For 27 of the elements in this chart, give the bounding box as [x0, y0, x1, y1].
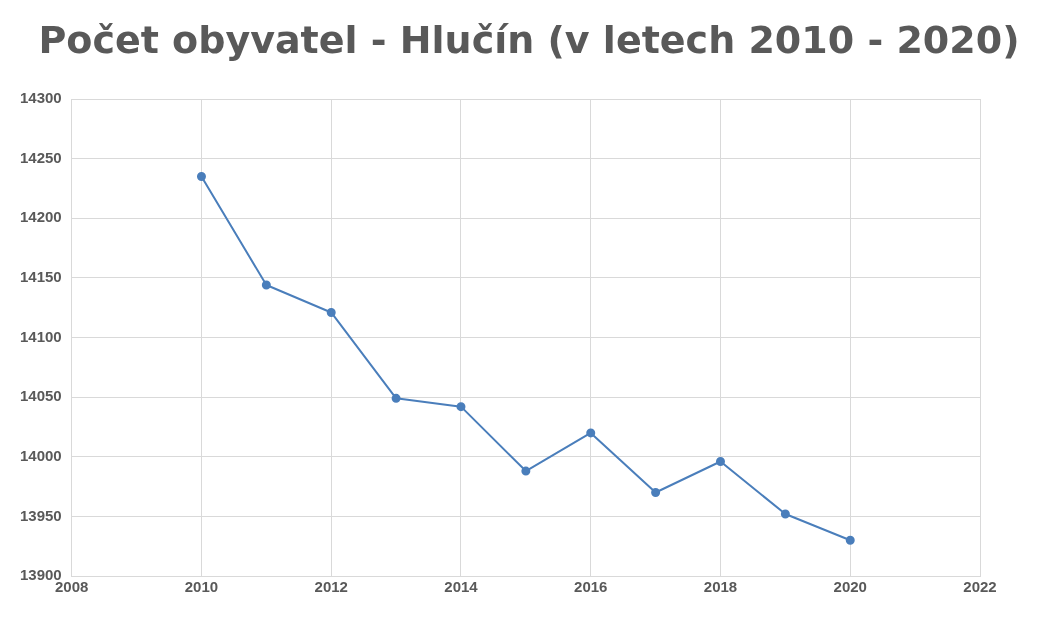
- y-tick-label: 14150: [19, 268, 62, 286]
- x-tick-label: 2014: [444, 578, 479, 596]
- y-tick-label: 14300: [19, 89, 62, 107]
- point: [391, 393, 401, 403]
- x-tick-label: 2012: [314, 578, 348, 596]
- point: [586, 428, 596, 438]
- point: [651, 488, 661, 498]
- point: [456, 402, 466, 412]
- y-tick-label: 13950: [19, 506, 62, 524]
- y-tick-label: 14000: [19, 446, 62, 464]
- x-tick-label: 2010: [184, 578, 219, 596]
- y-tick-label: 14200: [19, 208, 62, 226]
- point: [845, 535, 855, 545]
- point: [521, 466, 531, 476]
- x-tick-label: 2018: [703, 578, 738, 596]
- y-tick-label: 14250: [19, 148, 62, 166]
- x-tick-label: 2022: [963, 578, 997, 596]
- point: [715, 457, 725, 467]
- chart-title: Počet obyvatel - Hlučín (v letech 2010 - 2020): [37, 17, 1021, 64]
- y-tick-label: 14050: [19, 387, 62, 405]
- point: [196, 172, 206, 182]
- point: [261, 280, 271, 290]
- point: [326, 307, 336, 317]
- x-tick-label: 2016: [574, 578, 608, 596]
- point: [780, 509, 790, 519]
- y-tick-label: 14100: [19, 327, 62, 345]
- x-tick-label: 2020: [833, 578, 867, 596]
